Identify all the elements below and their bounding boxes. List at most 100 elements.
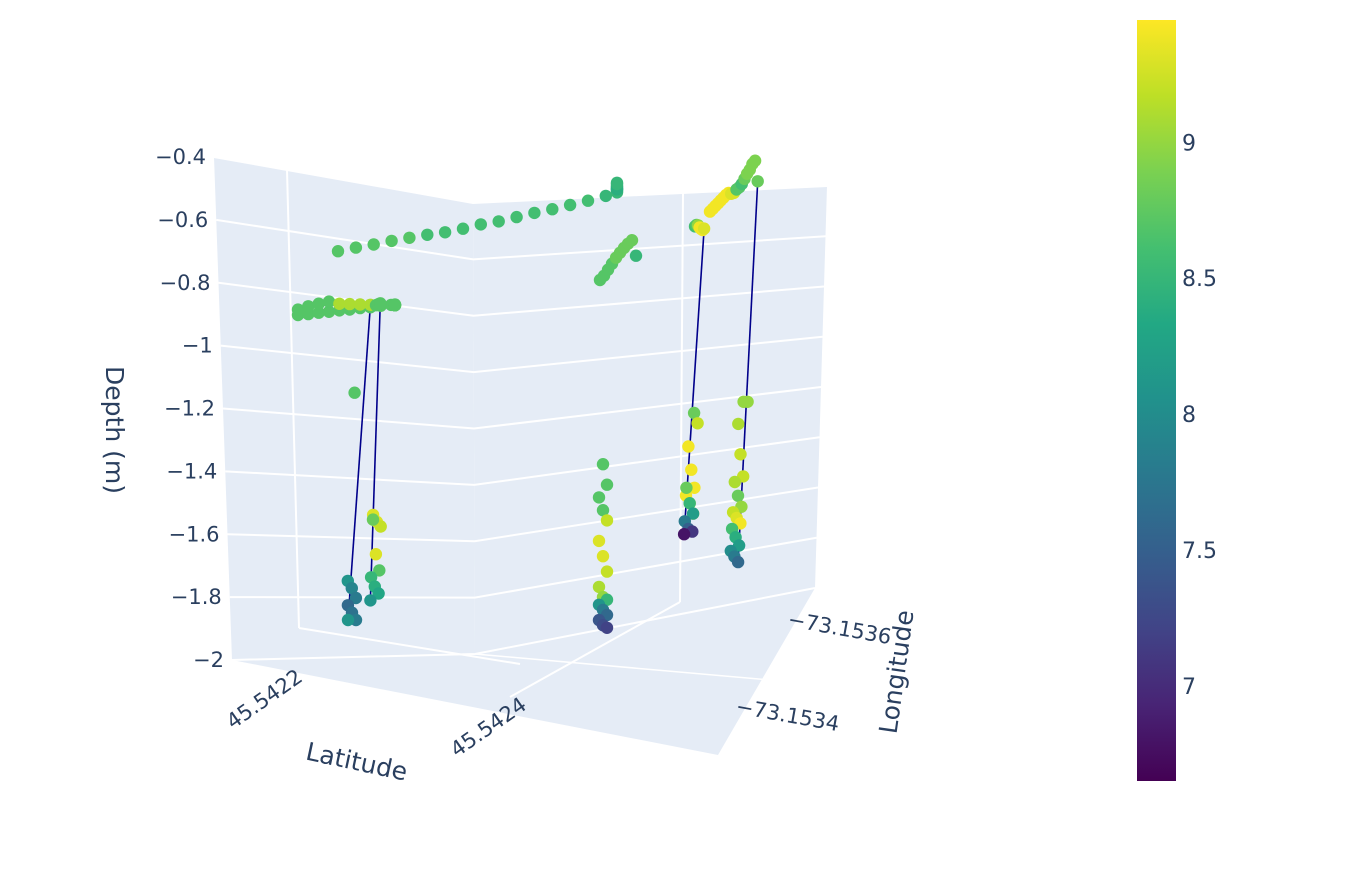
data-point — [403, 231, 416, 244]
data-point — [596, 550, 610, 563]
data-point — [592, 580, 606, 594]
grid-line-depth — [227, 486, 819, 543]
data-point — [748, 154, 762, 167]
data-point — [373, 564, 386, 577]
data-point — [333, 297, 346, 310]
data-point — [366, 513, 380, 526]
grid-line-depth — [216, 218, 826, 261]
colorbar-tick-label: 7 — [1182, 675, 1196, 700]
data-point — [751, 175, 764, 188]
floor-grid-lat — [298, 627, 521, 665]
data-point — [596, 458, 610, 471]
data-point — [322, 295, 336, 308]
data-point — [438, 226, 452, 239]
colorbar-tick-label: 8.5 — [1182, 267, 1217, 292]
floor-grid-lon — [509, 601, 681, 698]
grid-line-depth — [218, 281, 825, 317]
data-point — [734, 448, 747, 461]
data-point — [596, 504, 610, 517]
data-point — [385, 234, 398, 248]
data-point — [697, 222, 711, 235]
z-axis-title: Depth (m) — [100, 366, 129, 494]
data-point — [610, 176, 624, 189]
data-point — [312, 297, 325, 310]
data-point — [364, 594, 377, 607]
colorbar — [1137, 20, 1176, 781]
y-tick-label: −73.1536 — [786, 607, 893, 649]
data-point — [731, 489, 745, 502]
data-point — [291, 303, 305, 316]
data-point — [563, 198, 577, 212]
grid-line-depth — [229, 536, 817, 599]
data-point — [348, 386, 361, 399]
data-point — [600, 478, 614, 491]
data-point — [456, 222, 470, 235]
data-point — [312, 306, 325, 319]
data-point — [592, 534, 606, 548]
z-tick-label: −0.6 — [157, 208, 208, 232]
data-point — [302, 300, 315, 313]
data-point — [372, 587, 385, 600]
data-markers — [291, 154, 764, 634]
z-tick-label: −1.6 — [169, 522, 220, 546]
back-wall — [214, 157, 475, 660]
colorbar-tick-label: 7.5 — [1182, 539, 1217, 564]
x-tick-label: 45.5422 — [222, 664, 307, 733]
data-point — [367, 238, 380, 251]
z-tick-label: −0.8 — [160, 271, 211, 295]
data-point — [741, 395, 754, 408]
grid-line-lat — [286, 169, 300, 629]
profile-line — [347, 304, 372, 621]
data-point — [581, 194, 595, 207]
colorbar-ticks: 9 8.5 8 7.5 7 — [1182, 131, 1217, 700]
z-tick-label: −1.2 — [164, 397, 215, 421]
data-point — [388, 299, 402, 312]
data-point — [374, 297, 387, 310]
grid-line-depth — [222, 386, 822, 430]
data-point — [331, 245, 345, 258]
z-tick-label: −1.8 — [171, 585, 222, 609]
data-point — [492, 215, 505, 228]
data-point — [474, 218, 487, 231]
data-point — [546, 203, 559, 216]
data-point — [677, 528, 691, 541]
data-point — [600, 621, 614, 634]
data-point — [686, 507, 700, 520]
data-point — [728, 475, 741, 489]
z-tick-label: −0.4 — [155, 145, 206, 169]
data-point — [353, 298, 367, 311]
data-point — [732, 417, 745, 431]
data-point — [592, 491, 606, 504]
data-point — [369, 548, 383, 561]
data-point — [680, 481, 693, 494]
data-point — [345, 582, 358, 595]
grid-line-depth — [213, 156, 828, 205]
z-tick-label: −1.4 — [166, 459, 217, 483]
grid-line-depth — [220, 335, 823, 374]
data-point — [599, 189, 612, 203]
data-point — [683, 497, 696, 510]
data-point — [510, 210, 523, 224]
data-point — [349, 591, 363, 605]
data-point — [731, 555, 745, 569]
z-tick-label: −1 — [182, 334, 213, 358]
y-tick-label: −73.1534 — [734, 694, 841, 736]
data-point — [322, 305, 336, 318]
z-tick-label: −2 — [193, 648, 224, 672]
floor-plane — [232, 588, 815, 755]
data-point — [691, 417, 704, 430]
data-point — [349, 241, 363, 254]
data-point — [364, 571, 378, 584]
floor-grid-mid — [474, 653, 771, 681]
grid-lines — [213, 156, 828, 698]
data-point — [341, 613, 355, 627]
data-point — [629, 249, 643, 262]
data-point — [528, 206, 541, 220]
data-point — [687, 406, 701, 420]
data-point — [421, 228, 434, 241]
data-point — [600, 565, 614, 578]
data-point — [685, 463, 698, 476]
x-axis-title: Latitude — [303, 737, 410, 787]
data-point — [682, 440, 695, 453]
